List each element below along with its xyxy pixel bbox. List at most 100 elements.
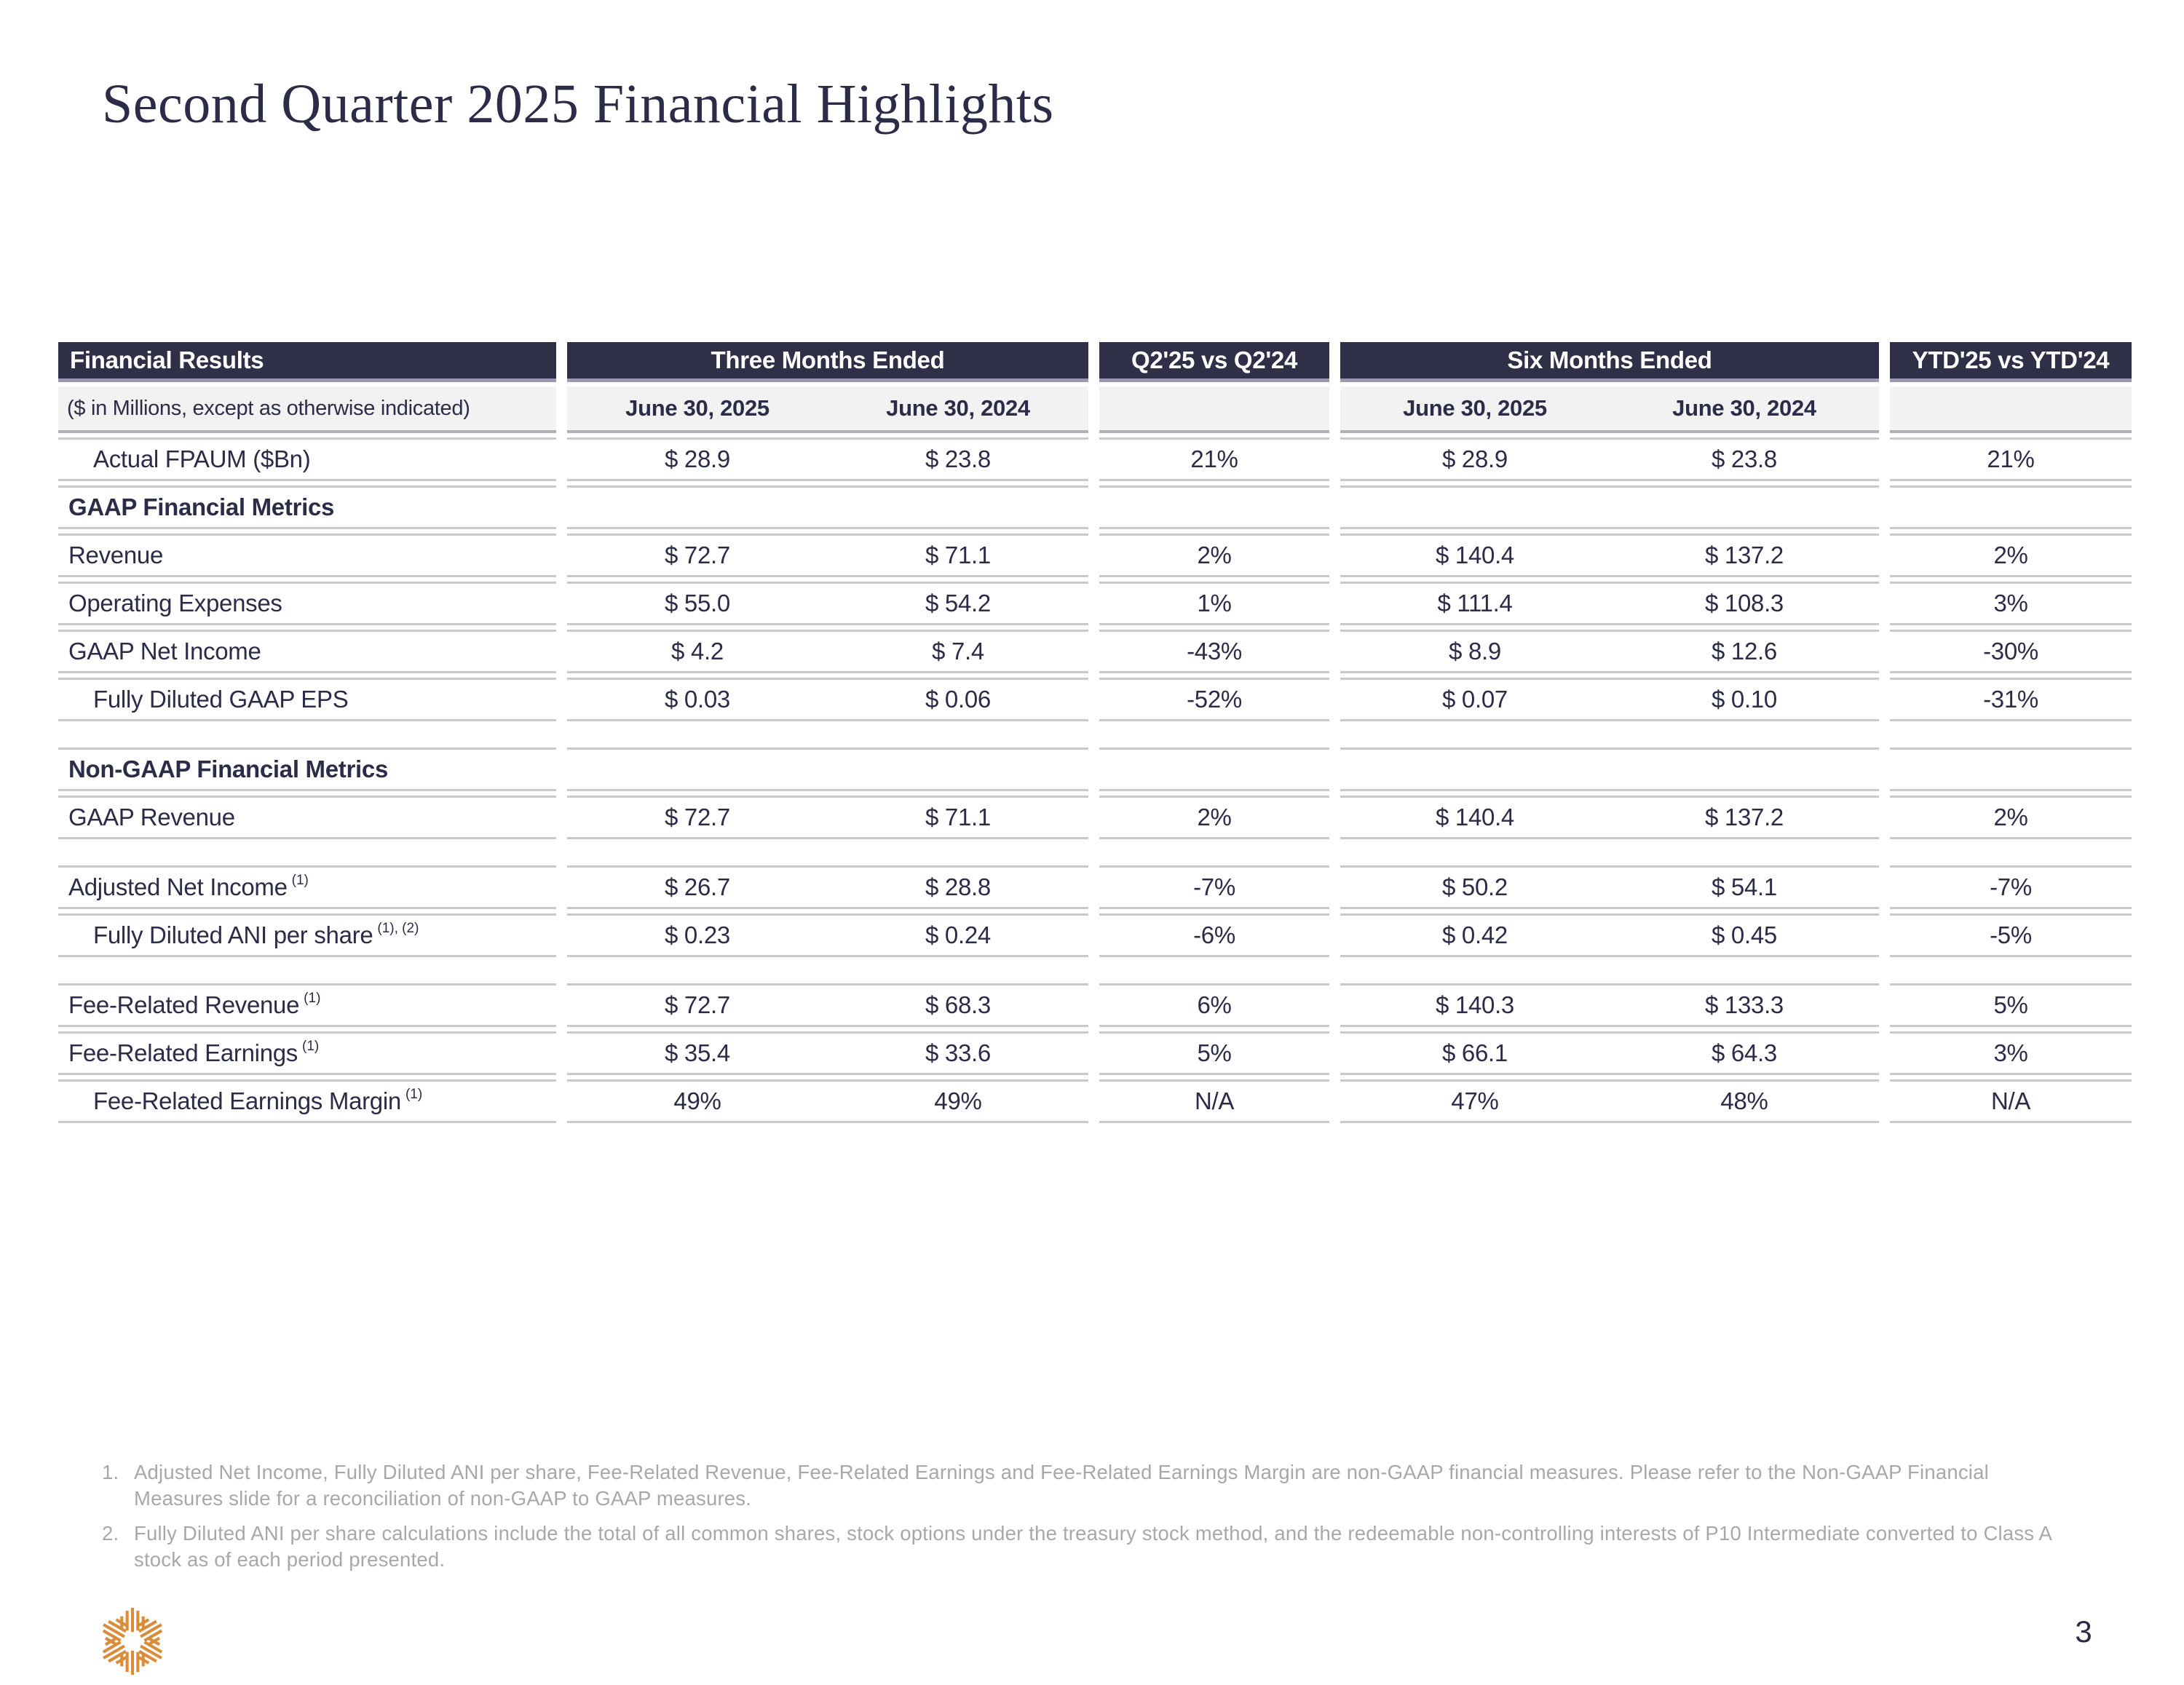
value: $ 140.4 (1435, 804, 1514, 830)
period-values-cell (567, 485, 1088, 529)
value: $ 28.9 (1442, 445, 1508, 472)
value: $ 55.0 (665, 590, 730, 616)
footnote-number: 2. (102, 1522, 119, 1545)
percent-change-cell: 6% (1099, 983, 1329, 1027)
row-label: Operating Expenses (58, 582, 556, 625)
footnote-reference: (1), (2) (377, 921, 419, 936)
period-values-cell: $ 0.03 $ 0.06 (567, 678, 1088, 721)
row-label: Fee-Related Earnings Margin (1) (58, 1079, 556, 1123)
column-date-june-30-2024: June 30, 2024 (1672, 395, 1816, 421)
period-values-cell: $ 4.2 $ 7.4 (567, 630, 1088, 673)
footnote-reference: (1) (291, 873, 309, 888)
page-title: Second Quarter 2025 Financial Highlights (102, 74, 1054, 135)
value: $ 0.10 (1712, 686, 1777, 713)
value: $ 4.2 (671, 638, 724, 665)
footnote-reference: (1) (405, 1087, 423, 1102)
percent-change-cell: 2% (1099, 534, 1329, 577)
spacer-row (58, 844, 2132, 861)
value: 49% (934, 1087, 982, 1114)
value: $ 0.45 (1712, 921, 1777, 948)
table-row: Adjusted Net Income (1) $ 26.7 $ 28.8 -7% $ 5… (58, 865, 2132, 909)
value: $ 64.3 (1712, 1039, 1777, 1066)
spacer-row (58, 726, 2132, 743)
percent-change-cell (1890, 748, 2132, 791)
subheader-q2-vs-empty (1099, 386, 1329, 433)
row-label: Revenue (58, 534, 556, 577)
table-row: GAAP Net Income $ 4.2 $ 7.4 -43% $ 8.9 $ 12.6… (58, 630, 2132, 673)
value: $ 140.3 (1435, 991, 1514, 1018)
row-label: Adjusted Net Income (1) (58, 865, 556, 909)
percent-change-cell: -7% (1099, 865, 1329, 909)
period-values-cell: $ 0.07 $ 0.10 (1340, 678, 1879, 721)
percent-change-cell: 1% (1099, 582, 1329, 625)
value: $ 71.1 (925, 542, 991, 568)
subheader-three-months-dates: June 30, 2025 June 30, 2024 (567, 386, 1088, 433)
spacer-cell (567, 726, 1088, 743)
percent-change-cell: 5% (1099, 1031, 1329, 1075)
spacer-cell (567, 844, 1088, 861)
percent-change-cell (1099, 485, 1329, 529)
percent-change-cell: -5% (1890, 913, 2132, 957)
period-values-cell: $ 28.9 $ 23.8 (1340, 437, 1879, 481)
percent-change-cell: 3% (1890, 582, 2132, 625)
spacer-cell (1890, 844, 2132, 861)
row-label: Actual FPAUM ($Bn) (58, 437, 556, 481)
value: $ 108.3 (1704, 590, 1784, 616)
section-header-row: GAAP Financial Metrics (58, 485, 2132, 529)
spacer-row (58, 962, 2132, 979)
row-label: Fully Diluted ANI per share (1), (2) (58, 913, 556, 957)
period-values-cell: $ 26.7 $ 28.8 (567, 865, 1088, 909)
value: $ 137.2 (1704, 542, 1784, 568)
subheader-six-months-dates: June 30, 2025 June 30, 2024 (1340, 386, 1879, 433)
table-row: Fully Diluted ANI per share (1), (2) $ 0.2… (58, 913, 2132, 957)
row-label: Fully Diluted GAAP EPS (58, 678, 556, 721)
header-ytd-25-vs-ytd-24: YTD'25 vs YTD'24 (1890, 342, 2132, 382)
value: $ 12.6 (1712, 638, 1777, 665)
spacer-cell (1340, 726, 1879, 743)
percent-change-cell: N/A (1890, 1079, 2132, 1123)
section-label: Non-GAAP Financial Metrics (58, 748, 556, 791)
spacer-cell (1340, 962, 1879, 979)
financial-results-table: Financial Results Three Months Ended Q2'… (58, 342, 2132, 1127)
percent-change-cell: 2% (1099, 796, 1329, 839)
period-values-cell: 49% 49% (567, 1079, 1088, 1123)
value: $ 111.4 (1437, 590, 1513, 616)
percent-change-cell: -31% (1890, 678, 2132, 721)
spacer-cell (1099, 726, 1329, 743)
percent-change-cell: -30% (1890, 630, 2132, 673)
percent-change-cell: 2% (1890, 534, 2132, 577)
percent-change-cell: -7% (1890, 865, 2132, 909)
value: $ 23.8 (925, 445, 991, 472)
section-header-row: Non-GAAP Financial Metrics (58, 748, 2132, 791)
period-values-cell: $ 8.9 $ 12.6 (1340, 630, 1879, 673)
percent-change-cell: 2% (1890, 796, 2132, 839)
percent-change-cell: -43% (1099, 630, 1329, 673)
value: 48% (1720, 1087, 1768, 1114)
period-values-cell: $ 111.4 $ 108.3 (1340, 582, 1879, 625)
section-label: GAAP Financial Metrics (58, 485, 556, 529)
row-label: Fee-Related Earnings (1) (58, 1031, 556, 1075)
value: $ 133.3 (1704, 991, 1784, 1018)
percent-change-cell: N/A (1099, 1079, 1329, 1123)
value: $ 28.9 (665, 445, 730, 472)
footnotes: 1. Adjusted Net Income, Fully Diluted AN… (102, 1459, 2068, 1582)
value: $ 54.2 (925, 590, 991, 616)
value: $ 0.03 (665, 686, 730, 713)
column-date-june-30-2025: June 30, 2025 (1403, 395, 1547, 421)
value: $ 72.7 (665, 542, 730, 568)
header-financial-results: Financial Results (58, 342, 556, 382)
column-date-june-30-2025: June 30, 2025 (625, 395, 769, 421)
footnote-2: 2. Fully Diluted ANI per share calculati… (102, 1521, 2068, 1573)
period-values-cell: $ 35.4 $ 33.6 (567, 1031, 1088, 1075)
table-row: Fully Diluted GAAP EPS $ 0.03 $ 0.06 -52% $ … (58, 678, 2132, 721)
period-values-cell (567, 748, 1088, 791)
percent-change-cell: 5% (1890, 983, 2132, 1027)
value: $ 0.42 (1442, 921, 1508, 948)
value: $ 71.1 (925, 804, 991, 830)
value: $ 23.8 (1712, 445, 1777, 472)
value (1340, 750, 1610, 789)
value: $ 28.8 (925, 873, 991, 900)
period-values-cell: $ 140.4 $ 137.2 (1340, 796, 1879, 839)
percent-change-cell: 3% (1890, 1031, 2132, 1075)
